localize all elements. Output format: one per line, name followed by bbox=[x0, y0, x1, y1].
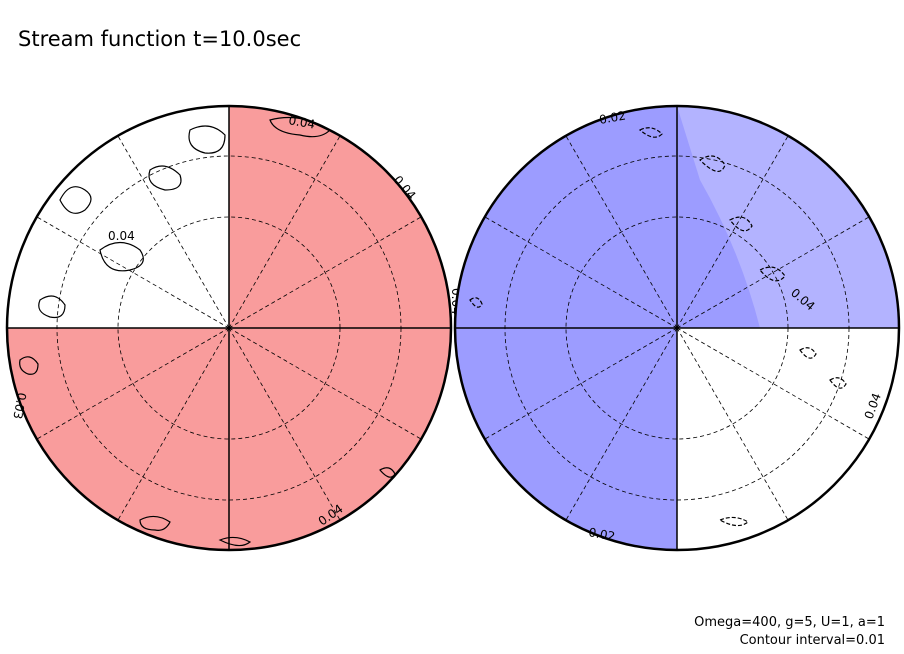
footnote: Omega=400, g=5, U=1, a=1 bbox=[694, 615, 885, 630]
left-hemisphere: 0.04 0.04 0.04 0.04 0.03 0.04 bbox=[5, 104, 463, 552]
title: Stream function t=10.0sec bbox=[18, 27, 301, 51]
quadrant-fill bbox=[229, 106, 451, 328]
contour-label: 0.04 bbox=[108, 229, 135, 243]
quadrant-fill bbox=[677, 106, 760, 328]
contours bbox=[469, 127, 847, 527]
contour-label: 0.03 bbox=[10, 391, 28, 420]
right-hemisphere: 0.02 0.04 0.04 0.02 bbox=[453, 104, 901, 552]
contour-label: 0.02 bbox=[598, 109, 627, 127]
quadrant-fill bbox=[229, 328, 451, 550]
quadrant-fill bbox=[7, 328, 229, 550]
contours bbox=[19, 116, 396, 547]
footnote: Contour interval=0.01 bbox=[740, 633, 885, 648]
contour-label: 0.02 bbox=[587, 525, 616, 543]
contour-label: 0.04 bbox=[287, 113, 316, 131]
